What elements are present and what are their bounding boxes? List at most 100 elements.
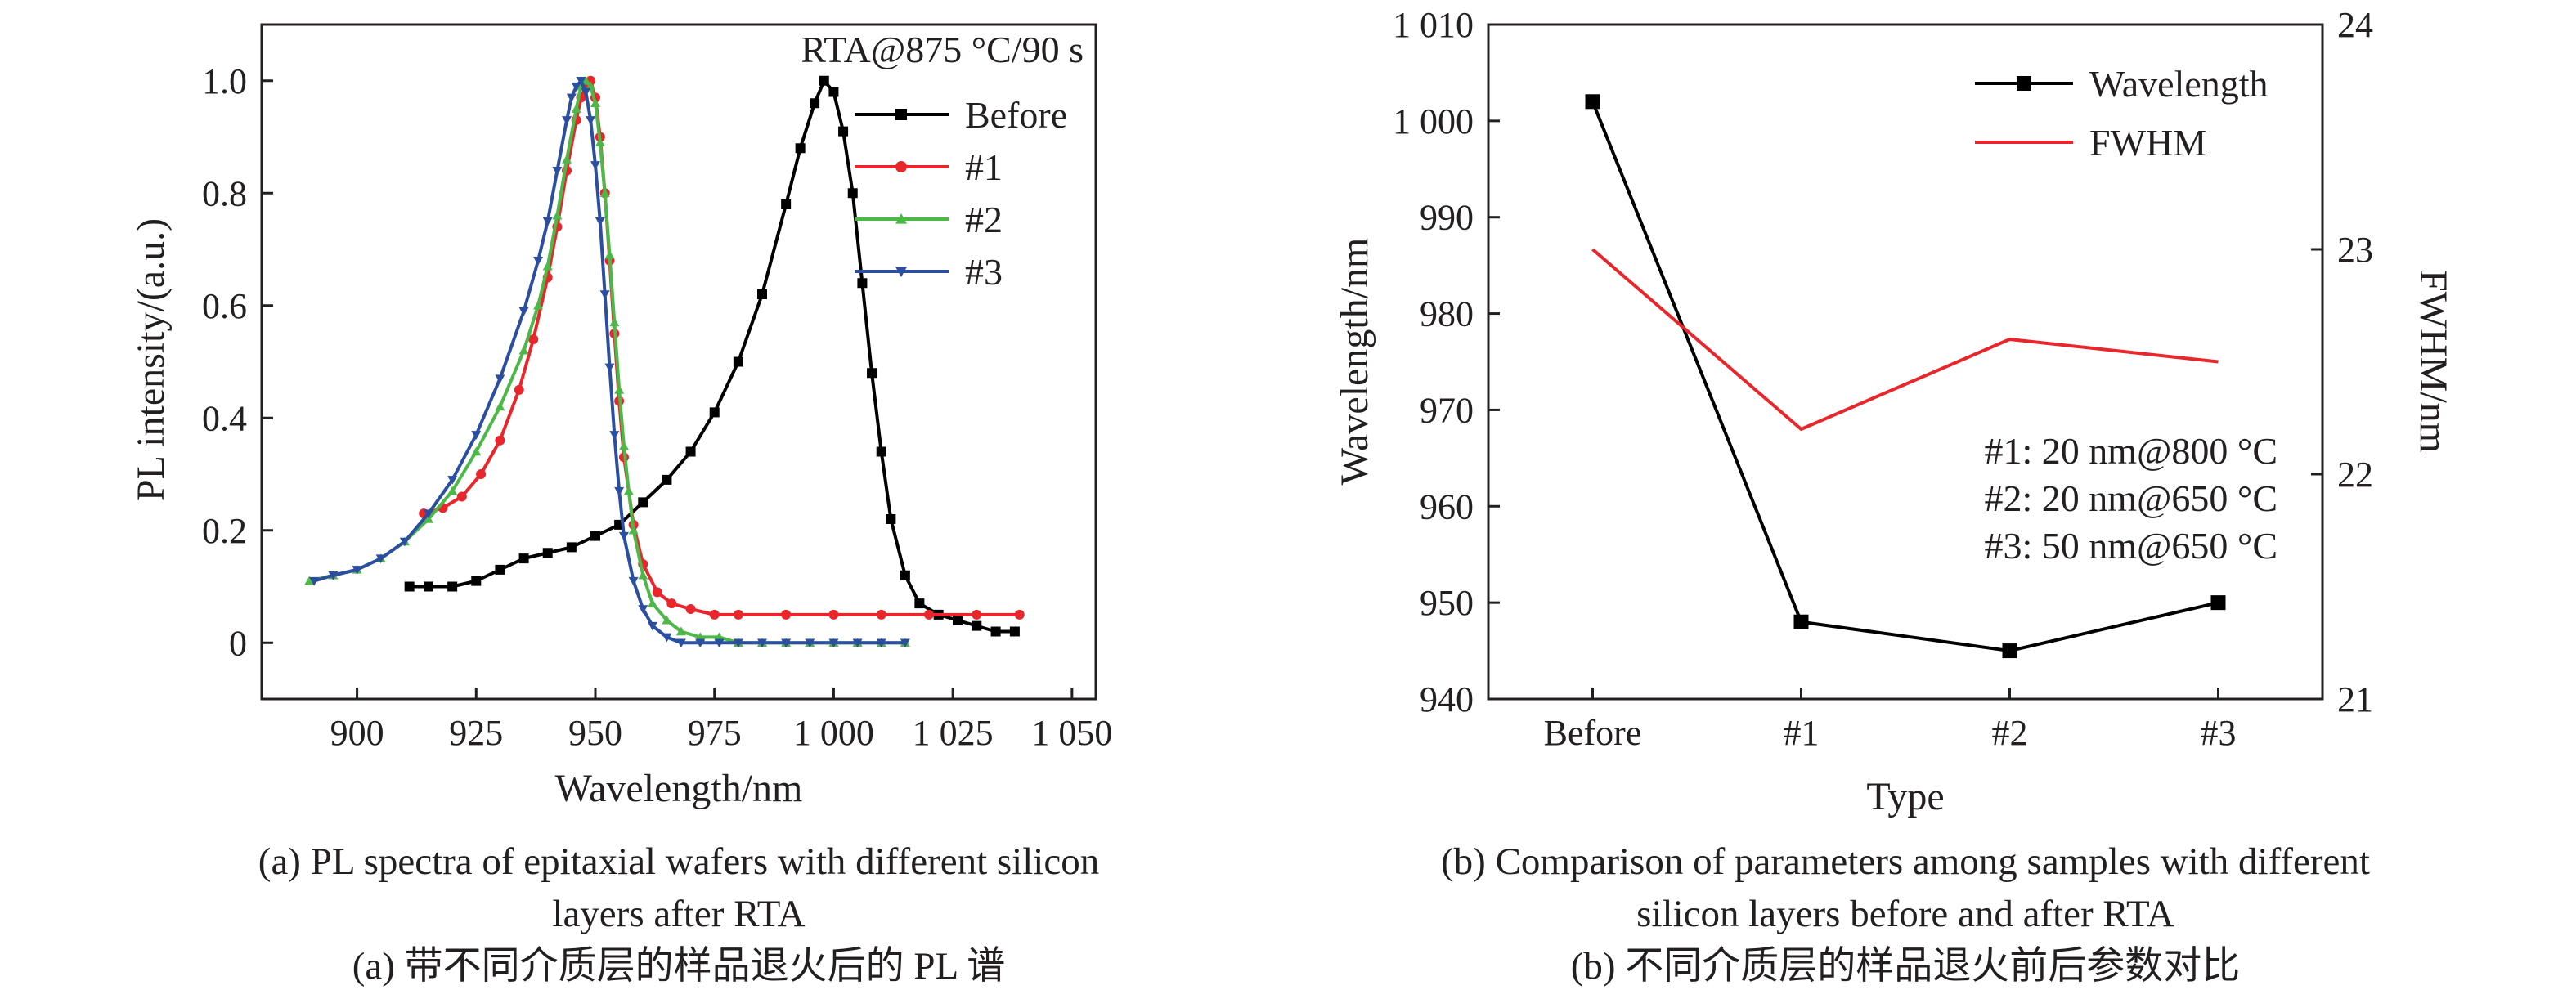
chart-a-data-point [852, 638, 863, 648]
chart-a-x-tick-label: 975 [688, 713, 742, 753]
chart-a-data-point [685, 604, 696, 614]
chart-a-data-point [590, 98, 600, 108]
chart-a-data-point [628, 576, 639, 586]
chart-a-data-point [533, 256, 544, 266]
chart-a-x-tick-label: 1 025 [913, 713, 994, 753]
chart-b-y2-axis-label: FWHM/nm [2412, 270, 2455, 453]
chart-a-data-point [647, 598, 657, 607]
chart-a-data-point [542, 548, 553, 558]
chart-a-x-tick-label: 950 [568, 713, 622, 753]
chart-a-y-axis-label: PL intensity/(a.u.) [129, 218, 173, 501]
chart-a-data-point [590, 531, 600, 541]
chart-a-x-tick-label: 1 050 [1031, 713, 1112, 753]
chart-a-data-point [990, 626, 1001, 637]
chart-a-data-point [571, 104, 581, 113]
chart-a-data-point [456, 491, 467, 502]
chart-a-data-point [733, 638, 743, 648]
chart-a-y-tick-label: 0.2 [202, 511, 247, 551]
chart-b-legend: Wavelength FWHM [1975, 63, 2269, 164]
chart-a-y-tick-label: 0.6 [202, 286, 247, 326]
chart-a-data-point [495, 564, 505, 575]
chart-a-data-point [805, 638, 815, 648]
chart-a-data-point [352, 566, 362, 575]
chart-a-data-point [581, 87, 591, 97]
chart-a-data-point [733, 356, 743, 367]
chart-b-series-1 [1591, 248, 2219, 431]
chart-a-data-point [495, 401, 505, 411]
chart-a-series-line [313, 78, 905, 645]
chart-b-legend-label: FWHM [2089, 122, 2206, 164]
chart-a-legend: Before #1 #2 #3 [855, 94, 1067, 293]
caption-b-english-line1: (b) Comparison of parameters among sampl… [1441, 840, 2370, 883]
chart-a: 900 925 950 975 1 000 1 025 1 050 0 0.2 0.4 0.6 0.8… [129, 23, 1112, 810]
chart-a-data-point [518, 553, 529, 564]
chart-a-data-point [609, 317, 620, 327]
chart-a-data-point [495, 435, 505, 446]
chart-a-legend-marker [895, 213, 907, 224]
chart-a-data-point [828, 609, 839, 620]
chart-a-data-point [810, 98, 820, 109]
chart-a-data-point [528, 334, 539, 344]
chart-a-data-point [447, 476, 458, 485]
chart-b-annotation-3: #3: 50 nm@650 °C [1985, 525, 2278, 567]
chart-a-x-tick-label: 925 [449, 713, 503, 753]
chart-a-data-point [781, 609, 792, 620]
chart-b-y2-tick-label: 22 [2337, 455, 2373, 495]
chart-a-data-point [876, 446, 886, 457]
chart-a-data-point [638, 605, 648, 614]
chart-a-data-point [328, 571, 339, 580]
chart-b-plot-frame [1487, 23, 2324, 701]
chart-a-data-point [828, 87, 839, 97]
chart-a-data-point [900, 570, 910, 580]
chart-a-data-point [471, 446, 482, 456]
chart-a-data-point [304, 576, 315, 585]
chart-b-legend-marker [2017, 76, 2031, 91]
chart-a-data-point [404, 581, 415, 592]
chart-a-data-point [375, 554, 386, 564]
chart-a-data-point [924, 609, 934, 620]
chart-a-data-point [867, 368, 877, 379]
chart-a-data-point [542, 261, 553, 271]
chart-a-data-point [972, 609, 982, 620]
chart-a-data-point [795, 143, 806, 154]
caption-b-chinese: (b) 不同介质层的样品退火前后参数对比 [1570, 945, 2241, 988]
chart-b-data-point [2002, 643, 2017, 659]
chart-b-y-tick-label: 1 010 [1393, 5, 1474, 45]
chart-a-x-tick-label: 1 000 [793, 713, 874, 753]
chart-a-data-point [886, 514, 896, 524]
chart-a-data-point [424, 581, 433, 592]
chart-b-x-tick-label: #2 [1992, 713, 2028, 753]
chart-a-data-point [590, 161, 600, 170]
chart-a-data-point [476, 469, 487, 479]
chart-a-data-point [566, 93, 577, 103]
chart-a-data-point [709, 609, 720, 620]
chart-a-legend-label: #1 [965, 146, 1003, 188]
chart-b-y-tick-label: 980 [1420, 294, 1474, 334]
chart-a-data-point [518, 345, 529, 355]
caption-a-chinese: (a) 带不同介质层的样品退火后的 PL 谱 [352, 945, 1006, 988]
chart-a-y-tick-label: 0.4 [202, 398, 247, 438]
chart-a-series-3 [309, 76, 910, 648]
chart-b-annotation-2: #2: 20 nm@650 °C [1985, 477, 2278, 519]
chart-a-data-point [542, 217, 553, 226]
chart-a-ticks: 900 925 950 975 1 000 1 025 1 050 0 0.2 0.4 0.6 0.8… [202, 61, 1112, 753]
chart-a-data-point [675, 638, 686, 648]
chart-a-data-point [709, 407, 720, 418]
caption-b: (b) Comparison of parameters among sampl… [1325, 835, 2486, 992]
chart-a-x-tick-label: 900 [330, 713, 384, 753]
chart-a-data-point [876, 638, 886, 648]
chart-b-y2-tick-label: 24 [2337, 5, 2373, 45]
chart-a-data-point [552, 210, 563, 220]
chart-a-legend-label: #2 [965, 199, 1003, 240]
chart-b-legend-label: Wavelength [2089, 63, 2269, 105]
chart-a-data-point [652, 587, 662, 598]
chart-a-series-line [423, 78, 1020, 616]
chart-a-annotation: RTA@875 °C/90 s [801, 29, 1084, 70]
chart-a-data-point [495, 374, 505, 384]
chart-a-data-point [666, 598, 677, 609]
chart-b-data-point [1585, 94, 1600, 110]
chart-a-series-2 [304, 75, 910, 647]
chart-a-data-point [424, 509, 433, 519]
chart-a-data-point [562, 155, 572, 164]
chart-b-series [1585, 94, 2226, 659]
